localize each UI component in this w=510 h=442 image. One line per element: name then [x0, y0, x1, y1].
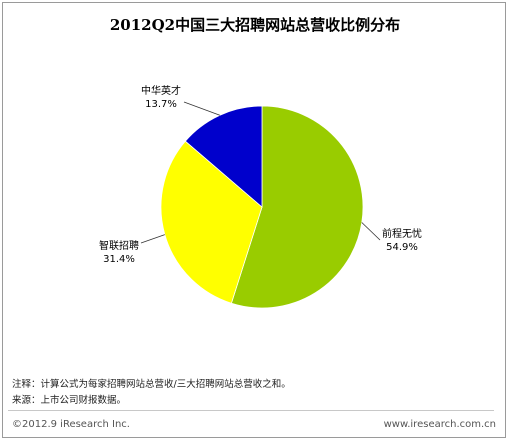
slice-value-label: 31.4% — [103, 254, 135, 265]
footer-divider — [8, 410, 494, 411]
slice-name-label: 智联招聘 — [99, 239, 139, 252]
copyright-text: ©2012.9 iResearch Inc. — [12, 419, 130, 430]
formula-note: 注释：计算公式为每家招聘网站总营收/三大招聘网站总营收之和。 — [12, 379, 291, 390]
chart-title: 2012Q2中国三大招聘网站总营收比例分布 — [109, 16, 401, 34]
leader-line — [140, 234, 165, 244]
pie-slices — [160, 105, 364, 309]
slice-name-label: 中华英才 — [141, 84, 181, 97]
source-note: 来源：上市公司财报数据。 — [12, 395, 127, 406]
slice-value-label: 13.7% — [145, 99, 177, 110]
pie-slice — [230, 105, 364, 309]
leader-line — [361, 222, 381, 241]
leader-line — [183, 101, 220, 116]
slice-labels: 前程无忧 54.9% 智联招聘 31.4% 中华英才 13.7% — [99, 84, 422, 265]
website-url: www.iresearch.com.cn — [383, 419, 496, 430]
pie-slice — [184, 105, 263, 208]
slice-value-label: 54.9% — [386, 242, 418, 253]
leader-lines — [140, 101, 381, 244]
slice-name-label: 前程无忧 — [382, 227, 422, 240]
